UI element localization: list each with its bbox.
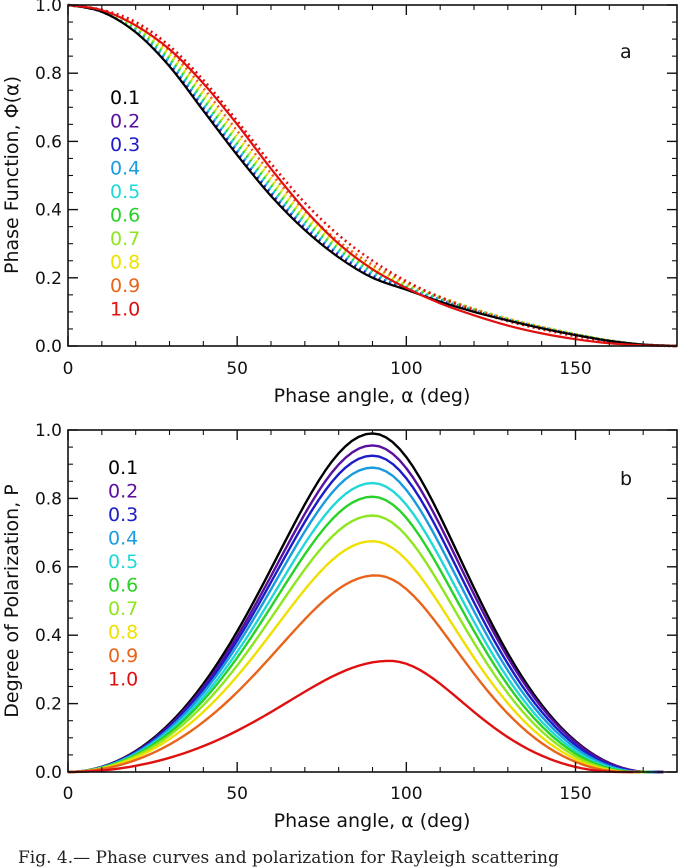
- panel-b-legend-entry: 0.5: [108, 551, 138, 573]
- panel-b-legend-entry: 0.8: [108, 622, 138, 644]
- panel-a-ytick-label: 0.4: [35, 201, 62, 221]
- panel-b-series-0.9: [67, 574, 640, 774]
- panel-a-legend-entry: 0.8: [110, 252, 140, 274]
- panel-b-legend: 0.10.20.30.40.50.60.70.80.91.0: [108, 457, 138, 691]
- panel-b-series-0.5: [67, 481, 654, 774]
- panel-b-series-0.2: [67, 444, 664, 774]
- panel-a-legend-entry: 0.7: [110, 228, 140, 250]
- panel-b-xtick-label: 0: [63, 784, 74, 804]
- panel-b-legend-entry: 0.2: [108, 481, 138, 503]
- panel-a-legend-entry: 1.0: [110, 299, 140, 321]
- panel-b-legend-entry: 1.0: [108, 669, 138, 691]
- panel-a-legend-entry: 0.4: [110, 158, 140, 180]
- panel-b-series-1.0: [67, 659, 634, 774]
- panel-b-series-0.6: [67, 495, 650, 774]
- panel-a-legend: 0.10.20.30.40.50.60.70.80.91.0: [110, 87, 140, 321]
- panel-b-xtick-label: 50: [226, 784, 248, 804]
- panel-a-legend-entry: 0.1: [110, 87, 140, 109]
- panel-a: 0.10.20.30.40.50.60.70.80.91.0 0 50 100 150…: [1, 0, 678, 407]
- panel-b-xtick-label: 150: [559, 784, 591, 804]
- panel-a-legend-entry: 0.2: [110, 111, 140, 133]
- panel-a-ticks: 0 50 100 150 0.0 0.2 0.4 0.6 0.8 1.0: [35, 0, 677, 379]
- panel-a-xtick-label: 50: [226, 359, 248, 379]
- panel-a-series-0.1: [67, 3, 678, 348]
- panel-b-legend-entry: 0.6: [108, 575, 138, 597]
- panel-a-ytick-label: 0.2: [35, 269, 62, 289]
- panel-a-legend-entry: 0.5: [110, 181, 140, 203]
- panel-b-xlabel: Phase angle, α (deg): [274, 810, 471, 832]
- panel-b-ytick-label: 0.8: [35, 489, 62, 509]
- panel-b-legend-entry: 0.3: [108, 504, 138, 526]
- panel-a-xlabel: Phase angle, α (deg): [274, 385, 471, 407]
- panel-a-curves: [67, 3, 678, 348]
- panel-b-legend-entry: 0.7: [108, 598, 138, 620]
- panel-a-ytick-label: 0.6: [35, 132, 62, 152]
- panel-a-xtick-label: 0: [63, 359, 74, 379]
- panel-a-series-0.6-dotted: [67, 3, 678, 348]
- panel-b-ylabel: Degree of Polarization, P: [1, 484, 23, 718]
- panel-b-legend-entry: 0.9: [108, 645, 138, 667]
- panel-a-ytick-label: 1.0: [35, 0, 62, 16]
- panel-b-ytick-label: 0.4: [35, 626, 62, 646]
- panel-b-curves: [67, 432, 664, 774]
- figure-caption: Fig. 4.— Phase curves and polarization f…: [18, 848, 559, 868]
- panel-a-xtick-label: 100: [390, 359, 422, 379]
- panel-a-series-1.0-dotted: [67, 3, 678, 348]
- panel-b-ticks: 0 50 100 150 0.0 0.2 0.4 0.6 0.8 1.0: [35, 421, 677, 804]
- panel-b-letter: b: [620, 468, 632, 490]
- panel-a-letter: a: [620, 41, 632, 63]
- panel-a-legend-entry: 0.9: [110, 275, 140, 297]
- panel-a-ytick-label: 0.8: [35, 64, 62, 84]
- panel-b-ytick-label: 0.6: [35, 558, 62, 578]
- panel-b-series-0.3: [67, 454, 661, 774]
- panel-b-ytick-label: 1.0: [35, 421, 62, 441]
- panel-b-ytick-label: 0.0: [35, 763, 62, 783]
- panel-a-legend-entry: 0.6: [110, 205, 140, 227]
- panel-b-ytick-label: 0.2: [35, 695, 62, 715]
- panel-b-xtick-label: 100: [390, 784, 422, 804]
- panel-b-legend-entry: 0.1: [108, 457, 138, 479]
- panel-b-legend-entry: 0.4: [108, 528, 138, 550]
- panel-a-ylabel: Phase Function, Φ(α): [1, 76, 23, 274]
- panel-b-series-0.8: [67, 539, 644, 774]
- panel-a-xtick-label: 150: [559, 359, 591, 379]
- panel-b-series-0.7: [67, 514, 647, 774]
- panel-b-series-0.4: [67, 466, 657, 774]
- panel-b-frame: [67, 429, 678, 773]
- panel-a-legend-entry: 0.3: [110, 134, 140, 156]
- panel-a-ytick-label: 0.0: [35, 337, 62, 357]
- figure: 0.10.20.30.40.50.60.70.80.91.0 0 50 100 150…: [1, 0, 678, 832]
- panel-b: 0.10.20.30.40.50.60.70.80.91.0 0 50 100 150…: [1, 421, 678, 832]
